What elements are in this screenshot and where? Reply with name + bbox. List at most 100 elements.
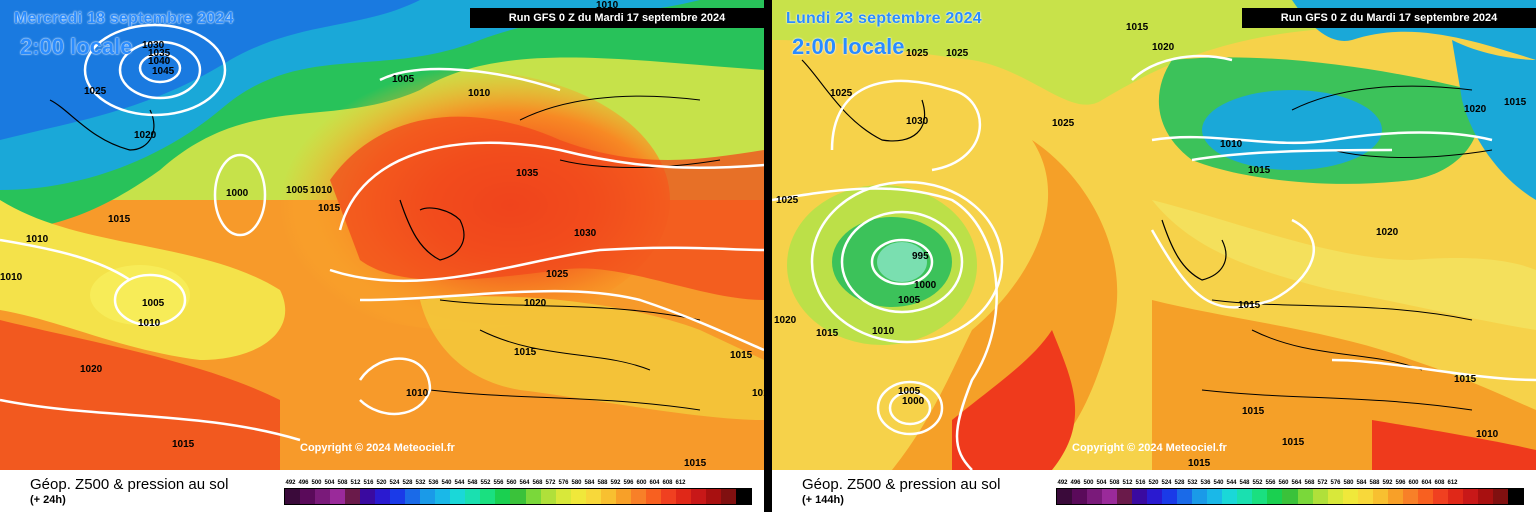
scale-color-cell xyxy=(375,489,391,504)
scale-color-cell xyxy=(1237,489,1253,504)
scale-tick-label: 612 xyxy=(1447,480,1458,486)
scale-tick-label: 516 xyxy=(1135,480,1146,486)
isobar-label: 1040 xyxy=(148,56,171,67)
scale-tick-label: 604 xyxy=(649,480,660,486)
scale-tick-label: 576 xyxy=(558,480,569,486)
isobar-label: 1025 xyxy=(84,86,107,97)
scale-tick-label: 528 xyxy=(1174,480,1185,486)
scale-color-cell xyxy=(1102,489,1118,504)
isobar-label: 1020 xyxy=(1464,104,1487,115)
valid-date: Mercredi 18 septembre 2024 xyxy=(14,10,234,27)
scale-tick-label: 532 xyxy=(1187,480,1198,486)
scale-color-cell xyxy=(1117,489,1133,504)
run-label: Run GFS 0 Z du Mardi 17 septembre 2024 xyxy=(470,8,764,28)
isobar-label: 1015 xyxy=(684,458,707,469)
scale-tick-label: 600 xyxy=(1408,480,1419,486)
scale-bar xyxy=(1056,488,1524,505)
scale-color-cell xyxy=(405,489,421,504)
scale-tick-label: 588 xyxy=(597,480,608,486)
panel-divider xyxy=(764,0,772,512)
scale-color-cell xyxy=(615,489,631,504)
scale-color-cell xyxy=(645,489,661,504)
scale-tick-label: 564 xyxy=(519,480,530,486)
scale-color-cell xyxy=(390,489,406,504)
isobar-label: 1015 xyxy=(108,214,131,225)
scale-tick-label: 508 xyxy=(337,480,348,486)
scale-tick-label: 576 xyxy=(1330,480,1341,486)
scale-color-cell xyxy=(720,489,736,504)
scale-color-cell xyxy=(1492,489,1508,504)
scale-tick-label: 548 xyxy=(1239,480,1250,486)
scale-bar xyxy=(284,488,752,505)
scale-color-cell xyxy=(285,489,301,504)
scale-color-cell xyxy=(1477,489,1493,504)
scale-color-cell xyxy=(1132,489,1148,504)
scale-tick-label: 588 xyxy=(1369,480,1380,486)
scale-tick-label: 572 xyxy=(1317,480,1328,486)
scale-color-cell xyxy=(450,489,466,504)
isobar-label: 1025 xyxy=(546,269,569,280)
scale-color-cell xyxy=(705,489,721,504)
scale-color-cell xyxy=(600,489,616,504)
isobar-label: 1025 xyxy=(906,48,929,59)
scale-color-cell xyxy=(465,489,481,504)
scale-tick-label: 520 xyxy=(376,480,387,486)
isobar-label: 1030 xyxy=(142,40,165,51)
scale-ticks: 492 496 500 504 508 512 516 520 524 528 532 536 540 5… xyxy=(1056,480,1524,486)
isobar-label: 1025 xyxy=(1052,118,1075,129)
scale-color-cell xyxy=(360,489,376,504)
scale-tick-label: 540 xyxy=(441,480,452,486)
isobar-label: 1005 xyxy=(286,185,309,196)
scale-tick-label: 512 xyxy=(1122,480,1133,486)
scale-color-cell xyxy=(1252,489,1268,504)
scale-color-cell xyxy=(570,489,586,504)
isobar-label: 1010 xyxy=(1476,429,1499,440)
scale-tick-label: 516 xyxy=(363,480,374,486)
isobar-label: 1020 xyxy=(1152,42,1175,53)
scale-tick-label: 540 xyxy=(1213,480,1224,486)
isobar-label: 1010 xyxy=(26,234,49,245)
scale-tick-label: 492 xyxy=(1057,480,1068,486)
scale-tick-label: 500 xyxy=(311,480,322,486)
scale-color-cell xyxy=(1087,489,1103,504)
scale-color-cell xyxy=(660,489,676,504)
scale-tick-label: 564 xyxy=(1291,480,1302,486)
isobar-label: 1035 xyxy=(516,168,539,179)
scale-tick-label: 504 xyxy=(324,480,335,486)
forecast-panel-144h: Lundi 23 septembre 2024 2:00 locale Run … xyxy=(772,0,1536,512)
isobar-label: 995 xyxy=(912,251,929,262)
isobar-label: 1015 xyxy=(1454,374,1477,385)
valid-date: Lundi 23 septembre 2024 xyxy=(786,10,982,27)
scale-color-cell xyxy=(315,489,331,504)
scale-color-cell xyxy=(510,489,526,504)
scale-color-cell xyxy=(1387,489,1403,504)
isobar-label: 1010 xyxy=(406,388,429,399)
isobar-label: 1035 xyxy=(148,48,171,59)
isobar-label: 1010 xyxy=(138,318,161,329)
scale-tick-label: 556 xyxy=(1265,480,1276,486)
scale-color-cell xyxy=(435,489,451,504)
scale-tick-label: 608 xyxy=(662,480,673,486)
scale-tick-label: 596 xyxy=(1395,480,1406,486)
z500-map xyxy=(0,0,764,470)
scale-color-cell xyxy=(1447,489,1463,504)
isobar-label: 1000 xyxy=(226,188,249,199)
scale-tick-label: 524 xyxy=(1161,480,1172,486)
scale-tick-label: 592 xyxy=(610,480,621,486)
isobar-label: 1005 xyxy=(142,298,165,309)
forecast-step: (+ 24h) xyxy=(30,494,66,506)
color-scale: 492 496 500 504 508 512 516 520 524 528 532 536 540 5… xyxy=(1056,480,1524,508)
scale-tick-label: 548 xyxy=(467,480,478,486)
scale-color-cell xyxy=(1177,489,1193,504)
scale-color-cell xyxy=(420,489,436,504)
isobar-label: 1020 xyxy=(80,364,103,375)
scale-color-cell xyxy=(1267,489,1283,504)
isobar-label: 1020 xyxy=(134,130,157,141)
scale-color-cell xyxy=(1162,489,1178,504)
isobar-label: 1000 xyxy=(914,280,937,291)
isobar-label: 1005 xyxy=(392,74,415,85)
isobar-label: 1015 xyxy=(318,203,341,214)
scale-tick-label: 496 xyxy=(298,480,309,486)
scale-color-cell xyxy=(735,489,751,504)
scale-tick-label: 536 xyxy=(428,480,439,486)
